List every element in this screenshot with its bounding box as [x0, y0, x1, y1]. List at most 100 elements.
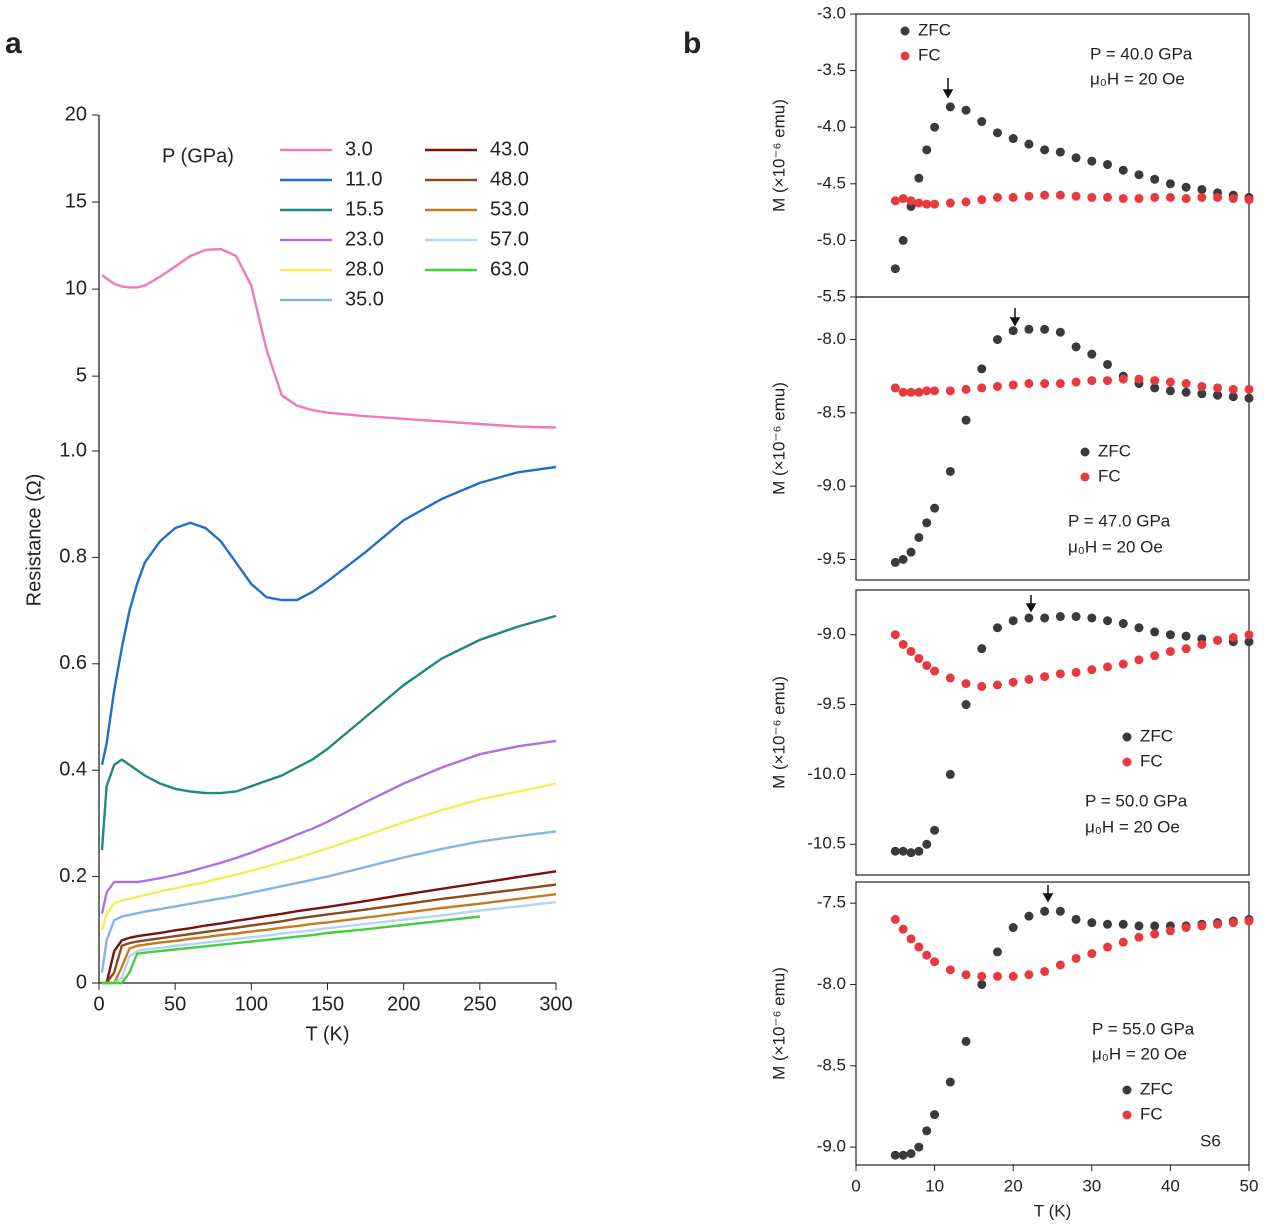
data-point: [898, 194, 908, 204]
data-point: [930, 666, 940, 676]
y-tick-label: -8.0: [817, 974, 846, 993]
y-tick-label: -8.5: [817, 402, 846, 421]
data-point: [890, 914, 900, 924]
annotation: S6: [1200, 1131, 1221, 1150]
data-point: [898, 387, 908, 397]
data-point: [1134, 932, 1144, 942]
data-point: [890, 1150, 900, 1160]
legend-label: FC: [1140, 751, 1163, 770]
data-point: [992, 128, 1002, 138]
data-point: [1165, 926, 1175, 936]
legend-label: 57.0: [490, 228, 529, 250]
data-point: [898, 554, 908, 564]
data-point: [977, 117, 987, 127]
data-point: [961, 700, 971, 710]
data-point: [930, 825, 940, 835]
data-point: [977, 979, 987, 989]
data-point: [1181, 631, 1191, 641]
data-point: [922, 660, 932, 670]
data-point: [930, 957, 940, 967]
data-point: [961, 970, 971, 980]
legend-label: 23.0: [345, 228, 384, 250]
data-point: [1118, 619, 1128, 629]
data-point: [1181, 182, 1191, 192]
legend-swatch: [1080, 447, 1090, 457]
data-point: [1150, 174, 1160, 184]
data-point: [1181, 644, 1191, 654]
data-point: [1134, 170, 1144, 180]
data-point: [945, 1077, 955, 1087]
data-point: [1087, 192, 1097, 202]
x-tick-label: 0: [851, 1176, 860, 1195]
data-point: [1087, 376, 1097, 386]
x-tick-label: 50: [164, 993, 186, 1015]
data-point: [992, 971, 1002, 981]
data-point: [890, 264, 900, 274]
data-point: [1134, 623, 1144, 633]
y-axis-label: M (×10⁻⁶ emu): [769, 99, 788, 212]
data-point: [922, 199, 932, 209]
data-point: [1213, 383, 1223, 393]
panel-b: b -3.0 -3.5 -4.0 -4.5 -5.0 -5.5 M (×10⁻⁶ emu) ZF…: [683, 3, 1254, 305]
y-axis-label: M (×10⁻⁶ emu): [769, 967, 788, 1080]
legend-label: ZFC: [1140, 726, 1173, 745]
legend-label: 48.0: [490, 168, 529, 190]
data-point: [961, 197, 971, 207]
data-point: [1213, 635, 1223, 645]
data-point: [992, 623, 1002, 633]
data-point: [1103, 192, 1113, 202]
annotation: P = 55.0 GPa: [1092, 1019, 1195, 1038]
legend-label: 43.0: [490, 138, 529, 160]
data-point: [1024, 970, 1034, 980]
series-line: [102, 883, 557, 985]
data-point: [1165, 630, 1175, 640]
y-axis-label: Resistance (Ω): [23, 474, 45, 607]
y-tick-label: -9.0: [817, 1137, 846, 1156]
data-point: [945, 102, 955, 112]
data-point: [1244, 195, 1254, 205]
y-tick-label: -3.0: [817, 3, 846, 22]
data-point: [898, 846, 908, 856]
data-point: [898, 235, 908, 245]
y2-tick-label: 15: [65, 190, 87, 212]
data-point: [1244, 384, 1254, 394]
data-point: [1103, 376, 1113, 386]
data-point: [1055, 612, 1065, 622]
y-tick-label: -10.0: [807, 764, 846, 783]
data-point: [1055, 147, 1065, 157]
data-point: [961, 415, 971, 425]
legend-swatch: [1122, 1110, 1132, 1120]
y-tick-label: 0.8: [59, 546, 87, 568]
data-point: [906, 196, 916, 206]
data-point: [1103, 942, 1113, 952]
data-point: [945, 673, 955, 683]
data-point: [1197, 639, 1207, 649]
data-point: [922, 145, 932, 155]
data-point: [1181, 379, 1191, 389]
legend-title: P (GPa): [162, 145, 234, 167]
data-point: [1197, 389, 1207, 399]
data-point: [1118, 194, 1128, 204]
data-point: [1008, 192, 1018, 202]
data-point: [945, 769, 955, 779]
data-point: [1197, 381, 1207, 391]
data-point: [914, 173, 924, 183]
data-point: [945, 386, 955, 396]
data-point: [977, 364, 987, 374]
x-axis-label: T (K): [305, 1023, 349, 1045]
data-point: [914, 942, 924, 952]
data-point: [922, 386, 932, 396]
y-tick-label: -8.0: [817, 329, 846, 348]
legend-label: FC: [1098, 466, 1121, 485]
data-point: [992, 192, 1002, 202]
data-point: [1213, 390, 1223, 400]
data-point: [914, 198, 924, 208]
x-tick-label: 40: [1161, 1176, 1180, 1195]
data-point: [914, 532, 924, 542]
legend-label: ZFC: [1140, 1079, 1173, 1098]
data-point: [1024, 613, 1034, 623]
data-point: [977, 644, 987, 654]
y2-tick-label: 10: [65, 277, 87, 299]
data-point: [898, 639, 908, 649]
data-point: [1228, 384, 1238, 394]
